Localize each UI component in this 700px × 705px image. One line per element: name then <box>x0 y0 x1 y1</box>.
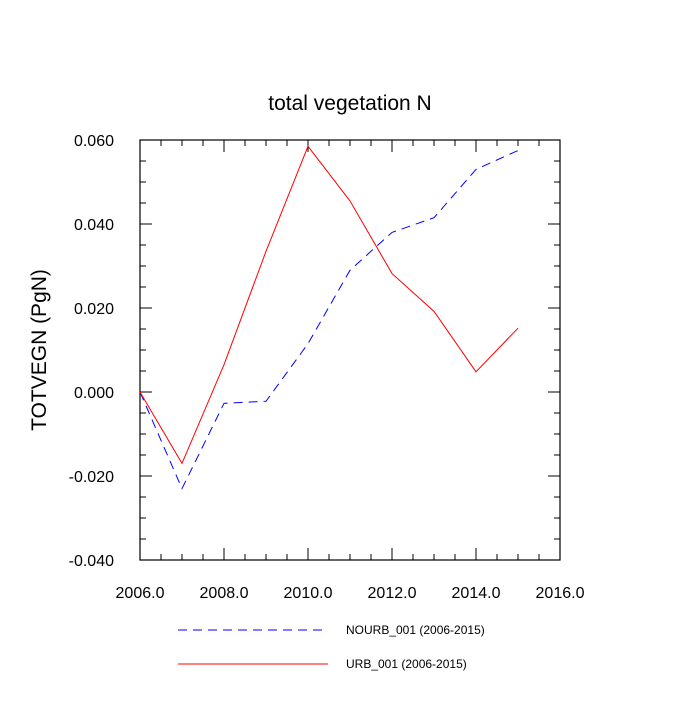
y-tick-label: 0.060 <box>74 133 114 150</box>
x-tick-label: 2014.0 <box>452 585 501 602</box>
series-line-urb <box>139 145 519 465</box>
legend-label-urb: URB_001 (2006-2015) <box>346 657 467 671</box>
x-tick-label: 2006.0 <box>116 585 165 602</box>
y-tick-label: 0.040 <box>74 217 114 234</box>
chart-title: total vegetation N <box>268 92 431 115</box>
y-tick-label: 0.000 <box>74 385 114 402</box>
y-tick-label: -0.040 <box>69 553 114 570</box>
y-axis-label: TOTVEGN (PgN) <box>28 269 51 431</box>
x-tick-label: 2016.0 <box>536 585 585 602</box>
legend-label-nourb: NOURB_001 (2006-2015) <box>346 623 485 637</box>
x-tick-label: 2008.0 <box>200 585 249 602</box>
x-tick-label: 2010.0 <box>284 585 333 602</box>
series-line-nourb <box>139 150 519 490</box>
x-tick-label: 2012.0 <box>368 585 417 602</box>
legend: NOURB_001 (2006-2015) URB_001 (2006-2015… <box>178 623 485 671</box>
plot-area: 2006.0 2008.0 2010.0 2012.0 2014.0 2016.0 -0.0… <box>69 133 585 602</box>
y-tick-label: -0.020 <box>69 469 114 486</box>
y-tick-label: 0.020 <box>74 301 114 318</box>
